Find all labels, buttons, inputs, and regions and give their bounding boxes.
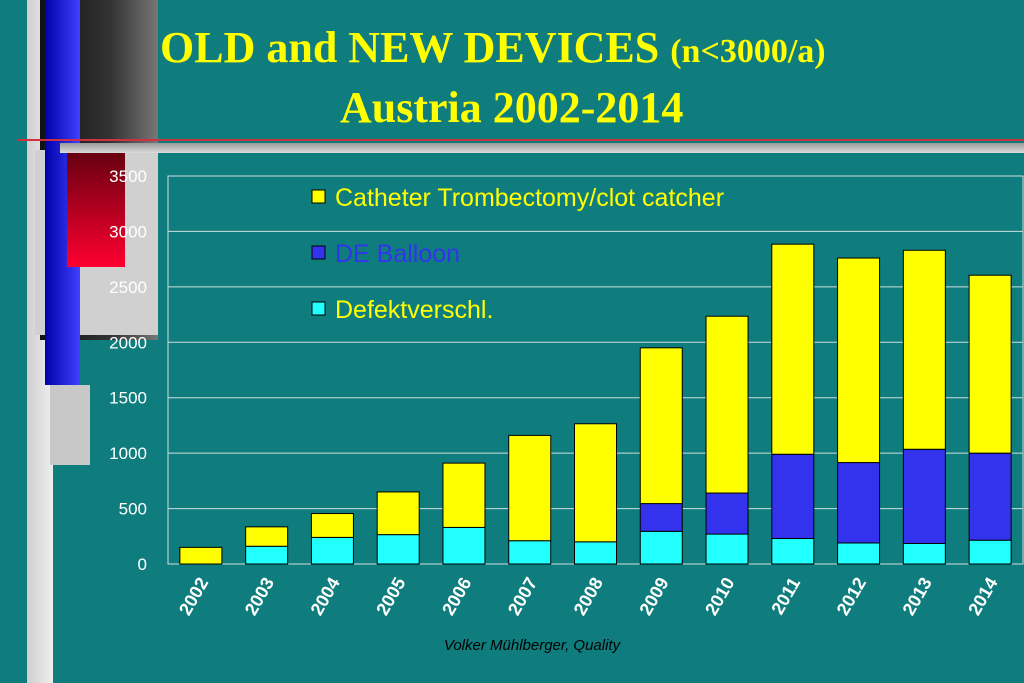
x-tick-label: 2008: [570, 574, 607, 619]
x-tick-label: 2007: [504, 574, 541, 619]
bar-segment: [902, 542, 946, 565]
legend: Catheter Trombectomy/clot catcher DE Ball…: [311, 184, 724, 324]
bar-segment: [705, 533, 749, 565]
legend-label: Catheter Trombectomy/clot catcher: [335, 184, 724, 212]
bar-segment: [442, 462, 486, 528]
bar-segment: [639, 530, 683, 565]
bar-segment: [245, 526, 289, 547]
x-tick-label: 2002: [175, 574, 212, 619]
legend-label: Defektverschl.: [335, 296, 493, 324]
x-tick-label: 2012: [833, 574, 870, 619]
x-tick-label: 2006: [438, 574, 475, 619]
y-tick-label: 1500: [109, 389, 147, 408]
y-tick-label: 0: [138, 555, 147, 574]
bar-segment: [376, 491, 420, 536]
bar-segment: [902, 448, 946, 544]
bar-segment: [705, 492, 749, 535]
title-suffix: (n<3000/a): [670, 33, 826, 70]
bar-segment: [837, 462, 881, 544]
x-tick-label: 2004: [307, 574, 344, 619]
bar-segment: [442, 526, 486, 565]
bar-segment: [574, 423, 617, 543]
bar-segment: [705, 315, 749, 494]
legend-swatch: [311, 245, 326, 260]
slide-subtitle: Austria 2002-2014: [340, 83, 684, 132]
x-tick-label: 2011: [767, 574, 804, 618]
bar-segment: [574, 541, 617, 565]
y-tick-label: 3500: [109, 167, 147, 186]
bar-segment: [837, 257, 881, 464]
bar-segment: [376, 534, 420, 565]
x-tick-label: 2013: [898, 574, 935, 619]
deco-bar-red: [67, 152, 125, 267]
y-tick-label: 2000: [109, 333, 147, 352]
bar-segment: [639, 347, 683, 505]
y-tick-label: 1000: [109, 444, 147, 463]
title-underline: [18, 139, 1024, 141]
y-axis-ticks: 0 500 1000 1500 2000 2500 3000 3500: [109, 167, 147, 574]
legend-label: DE Balloon: [335, 240, 460, 268]
bar-segment: [968, 452, 1012, 541]
title-main: OLD and NEW DEVICES: [160, 23, 660, 72]
bar-segment: [245, 545, 289, 565]
bar-segment: [902, 249, 946, 450]
bar-segment: [968, 539, 1012, 565]
footer-credit: Volker Mühlberger, Quality: [443, 637, 621, 654]
bar-segment: [968, 274, 1012, 454]
bar-segment: [310, 513, 354, 538]
y-tick-label: 3000: [109, 222, 147, 241]
y-tick-label: 2500: [109, 278, 147, 297]
x-tick-label: 2003: [241, 574, 278, 619]
bar-segment: [771, 538, 815, 565]
title-underline-shadow: [60, 143, 1024, 153]
x-tick-label: 2009: [635, 574, 672, 619]
deco-bar-lightgrey: [50, 385, 90, 465]
x-axis-ticks: 2002 2003 2004 2005 2006 2007 2008 2009 2010 2011…: [175, 574, 1002, 619]
slide-title: OLD and NEW DEVICES (n<3000/a): [160, 22, 990, 73]
x-tick-label: 2005: [372, 574, 409, 619]
y-tick-label: 500: [119, 500, 147, 519]
x-tick-label: 2014: [964, 574, 1001, 619]
bar-segment: [508, 540, 552, 565]
bar-segment: [771, 453, 815, 540]
bar-segment: [837, 542, 881, 565]
x-tick-label: 2010: [701, 574, 738, 619]
bars: [179, 243, 1012, 565]
bar-segment: [771, 243, 815, 455]
bar-segment: [639, 503, 683, 532]
legend-swatch: [311, 301, 326, 316]
legend-swatch: [311, 189, 326, 204]
bar-segment: [508, 434, 552, 542]
bar-segment: [179, 546, 223, 565]
bar-segment: [310, 536, 354, 565]
